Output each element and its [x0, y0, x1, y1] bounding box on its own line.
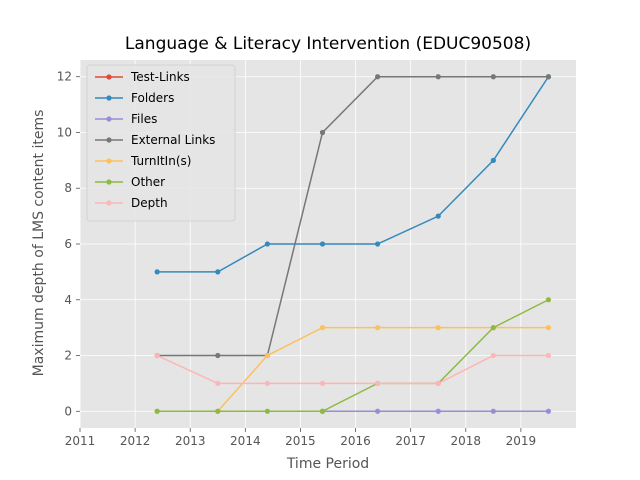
x-tick-label: 2014 — [230, 434, 261, 448]
legend-entry: TurnItIn(s) — [95, 154, 191, 168]
legend-entry: Test-Links — [95, 70, 190, 84]
legend-label: Files — [131, 112, 157, 126]
x-tick-label: 2011 — [65, 434, 96, 448]
data-point-external-links — [319, 129, 326, 136]
data-point-files — [375, 408, 381, 414]
data-point-turnitin-s — [375, 325, 381, 331]
y-axis-label: Maximum depth of LMS content items — [31, 110, 47, 377]
y-axis-ticks: 0 2 4 6 8 10 12 — [57, 70, 80, 418]
x-tick-label: 2015 — [285, 434, 316, 448]
data-point-turnitin-s — [319, 325, 326, 331]
y-tick-label: 10 — [57, 125, 72, 139]
data-point-external-links — [435, 74, 441, 80]
legend: Test-Links Folders Files External Links Turn… — [86, 64, 236, 222]
data-point-depth — [319, 380, 326, 386]
data-point-turnitin-s — [435, 325, 441, 331]
series-line-external-links — [157, 75, 549, 357]
legend-label: External Links — [131, 133, 215, 147]
data-point-depth — [264, 380, 270, 386]
y-tick-label: 8 — [64, 181, 72, 195]
data-point-folders — [375, 241, 381, 247]
data-point-depth — [490, 352, 496, 359]
series-line-folders — [157, 76, 550, 273]
data-point-folders — [264, 241, 270, 247]
x-tick-label: 2019 — [506, 434, 537, 448]
legend-marker — [106, 74, 112, 80]
y-tick-label: 4 — [64, 293, 72, 307]
legend-entry: Folders — [95, 91, 174, 105]
data-point-folders — [435, 213, 441, 219]
legend-marker — [106, 95, 112, 101]
x-axis-ticks: 2011 2012 2013 2014 2015 2016 2017 2018 2019 — [65, 428, 536, 448]
legend-box — [86, 64, 236, 222]
series-line-turnitin-s — [157, 326, 549, 413]
data-point-turnitin-s — [264, 352, 270, 359]
x-tick-label: 2016 — [340, 434, 371, 448]
data-point-other — [215, 408, 221, 414]
series-layer — [154, 74, 552, 414]
data-point-folders — [154, 269, 160, 275]
series-depth — [154, 352, 552, 386]
series-line-other — [157, 299, 549, 413]
x-tick-label: 2017 — [395, 434, 426, 448]
y-tick-label: 2 — [64, 349, 72, 363]
y-tick-label: 0 — [64, 404, 72, 418]
legend-label: Test-Links — [130, 70, 190, 84]
data-point-external-links — [490, 74, 496, 80]
data-point-files — [435, 408, 441, 414]
data-point-other — [545, 297, 552, 303]
legend-entry: Files — [95, 112, 157, 126]
legend-marker — [106, 158, 112, 164]
legend-entry: External Links — [95, 133, 215, 147]
data-point-other — [154, 408, 160, 414]
data-point-other — [264, 408, 270, 414]
chart-title: Language & Literacy Intervention (EDUC90… — [125, 34, 531, 54]
x-tick-label: 2018 — [451, 434, 482, 448]
legend-marker — [106, 137, 112, 143]
legend-label: TurnItIn(s) — [130, 154, 191, 168]
x-tick-label: 2013 — [175, 434, 206, 448]
data-point-turnitin-s — [545, 325, 552, 331]
data-point-external-links — [215, 352, 221, 359]
legend-marker — [106, 179, 112, 185]
data-point-depth — [435, 380, 441, 386]
series-folders — [154, 74, 552, 275]
data-point-external-links — [545, 74, 552, 80]
y-tick-label: 6 — [64, 237, 72, 251]
x-tick-label: 2012 — [120, 434, 151, 448]
y-tick-label: 12 — [57, 70, 72, 84]
legend-entry: Other — [95, 175, 165, 189]
legend-entry: Depth — [95, 196, 168, 210]
legend-label: Other — [131, 175, 165, 189]
data-point-depth — [215, 380, 221, 386]
legend-marker — [106, 116, 112, 122]
data-point-files — [490, 408, 496, 414]
data-point-depth — [154, 352, 160, 359]
data-point-other — [319, 408, 326, 414]
data-point-depth — [545, 352, 552, 359]
x-axis-label: Time Period — [286, 456, 369, 472]
data-point-folders — [215, 269, 221, 275]
data-point-other — [490, 325, 496, 331]
legend-marker — [106, 200, 112, 206]
series-line-depth — [156, 354, 549, 385]
data-point-external-links — [375, 74, 381, 80]
legend-label: Folders — [131, 91, 174, 105]
data-point-folders — [490, 157, 496, 163]
data-point-depth — [375, 380, 381, 386]
data-point-folders — [319, 241, 326, 247]
legend-label: Depth — [131, 196, 168, 210]
data-point-files — [545, 408, 552, 414]
